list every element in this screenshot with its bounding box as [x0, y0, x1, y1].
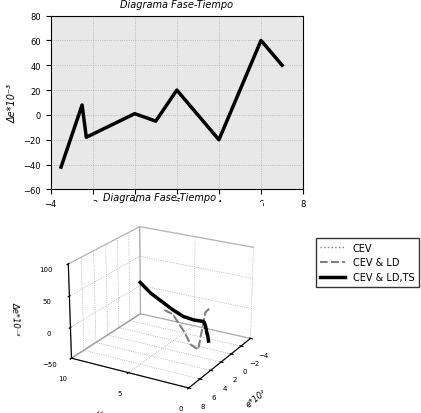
CEV: [84, 135, 89, 140]
CEV & LD: [80, 103, 85, 108]
CEV & LD,TS: [80, 103, 85, 108]
CEV: [59, 165, 64, 170]
CEV & LD: [84, 135, 89, 140]
CEV & LD,TS: [59, 165, 64, 170]
CEV & LD,TS: [132, 112, 137, 117]
Title: Diagrama Fase-Tiempo: Diagrama Fase-Tiempo: [104, 192, 216, 202]
CEV & LD: [258, 39, 264, 44]
Line: CEV & LD: CEV & LD: [61, 41, 282, 168]
Y-axis label: Δe*10⁻³: Δe*10⁻³: [8, 84, 18, 123]
CEV & LD: [132, 112, 137, 117]
CEV & LD,TS: [280, 64, 285, 69]
Title: Diagrama Fase-Tiempo: Diagrama Fase-Tiempo: [120, 0, 233, 10]
CEV: [216, 138, 221, 143]
X-axis label: e*10²: e*10²: [244, 387, 268, 409]
CEV: [153, 119, 158, 124]
CEV & LD: [216, 138, 221, 143]
CEV & LD,TS: [258, 39, 264, 44]
Legend: CEV, CEV & LD, CEV & LD,TS: CEV, CEV & LD, CEV & LD,TS: [316, 238, 419, 287]
CEV & LD,TS: [174, 88, 179, 93]
Line: CEV & LD,TS: CEV & LD,TS: [61, 41, 282, 168]
CEV & LD,TS: [216, 138, 221, 143]
CEV & LD: [280, 64, 285, 69]
CEV & LD,TS: [84, 135, 89, 140]
CEV & LD,TS: [153, 119, 158, 124]
CEV: [80, 103, 85, 108]
X-axis label: e*10²: e*10²: [163, 214, 190, 224]
CEV & LD: [174, 88, 179, 93]
CEV: [174, 88, 179, 93]
CEV: [258, 39, 264, 44]
Y-axis label: t(sec): t(sec): [94, 409, 120, 413]
CEV & LD: [153, 119, 158, 124]
CEV & LD: [59, 165, 64, 170]
Line: CEV: CEV: [61, 41, 282, 168]
CEV: [280, 64, 285, 69]
CEV: [132, 112, 137, 117]
